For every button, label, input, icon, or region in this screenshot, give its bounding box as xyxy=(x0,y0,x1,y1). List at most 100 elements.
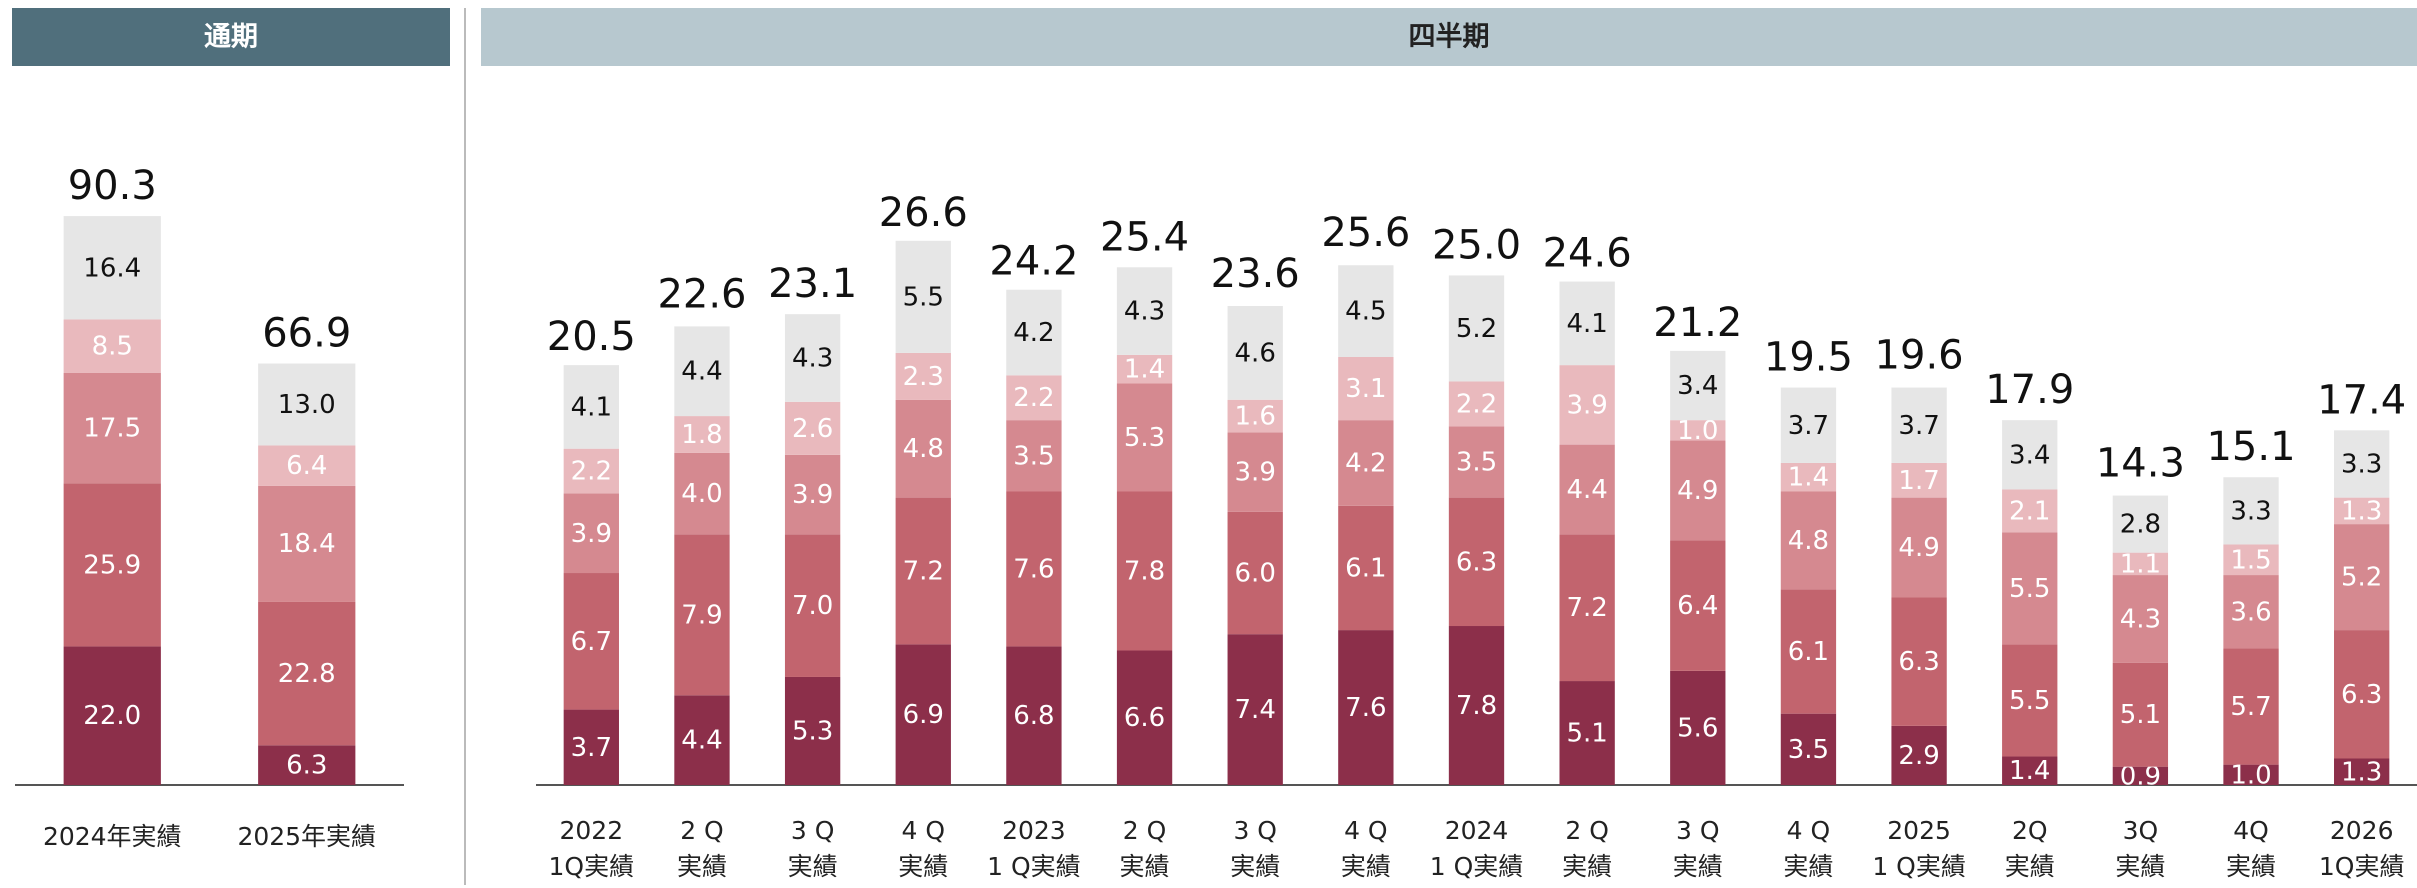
bar-segment xyxy=(2223,764,2279,785)
bar-segment xyxy=(1448,426,1505,498)
bar-segment xyxy=(2223,477,2279,545)
segment-label: 4.3 xyxy=(1124,297,1165,327)
segment-label: 3.5 xyxy=(1788,735,1829,765)
bar-segment xyxy=(1338,505,1394,631)
bar-segment xyxy=(258,601,356,746)
segment-label: 2.9 xyxy=(1898,741,1939,771)
bar-segment xyxy=(63,319,161,373)
bar-segment xyxy=(2002,420,2058,490)
x-tick-label: 4 Q xyxy=(1344,816,1388,845)
bar-segment xyxy=(674,452,730,535)
segment-label: 1.5 xyxy=(2230,545,2271,575)
segment-label: 2.2 xyxy=(1456,389,1497,419)
x-tick-label: 2025年実績 xyxy=(237,822,376,851)
bar-segment xyxy=(1891,725,1947,785)
segment-label: 3.9 xyxy=(792,480,833,510)
bar-segment xyxy=(784,454,841,535)
total-label: 15.1 xyxy=(2206,424,2295,470)
bar-segment xyxy=(784,314,841,402)
bar-segment xyxy=(1670,540,1726,671)
bar-segment xyxy=(258,485,356,602)
segment-label: 6.1 xyxy=(1788,637,1829,667)
segment-label: 4.4 xyxy=(681,726,722,756)
bar-segment xyxy=(258,445,356,486)
segment-label: 5.5 xyxy=(903,282,944,312)
bar-segment xyxy=(1116,383,1173,492)
bar-segment xyxy=(63,372,161,484)
x-tick-label: 実績 xyxy=(2005,852,2055,881)
x-tick-label: 実績 xyxy=(2115,852,2165,881)
header-title: 四半期 xyxy=(1409,22,1490,53)
bar-segment xyxy=(1780,462,1837,492)
x-tick-label: 1 Q実績 xyxy=(1430,852,1524,881)
x-tick-label: 実績 xyxy=(1120,852,1170,881)
segment-label: 7.2 xyxy=(903,556,944,586)
segment-label: 2.3 xyxy=(903,362,944,392)
bar-segment xyxy=(1891,462,1947,498)
bar-segment xyxy=(784,534,841,677)
bar-segment xyxy=(2334,497,2390,525)
segment-label: 2.1 xyxy=(2009,496,2050,526)
segment-label: 7.8 xyxy=(1456,691,1497,721)
segment-label: 2.8 xyxy=(2120,510,2161,540)
bar-segment xyxy=(1559,444,1615,535)
x-tick-label: 実績 xyxy=(677,852,727,881)
bar-segment xyxy=(784,401,841,455)
bar-segment xyxy=(674,695,730,785)
total-label: 26.6 xyxy=(879,190,968,236)
segment-label: 3.6 xyxy=(2230,597,2271,627)
bar-segment xyxy=(1006,420,1062,492)
bar-segment xyxy=(895,352,951,400)
x-tick-label: 1 Q実績 xyxy=(1872,852,1966,881)
segment-label: 6.8 xyxy=(1013,701,1054,731)
x-tick-label: 3Q xyxy=(2123,816,2159,845)
segment-label: 5.3 xyxy=(1124,423,1165,453)
bar-segment xyxy=(1559,281,1615,366)
x-tick-label: 2 Q xyxy=(1565,816,1609,845)
bar-segment xyxy=(1116,650,1173,785)
bar-segment xyxy=(2223,648,2279,765)
bar-segment xyxy=(1780,589,1837,714)
segment-label: 1.0 xyxy=(1677,416,1718,446)
x-tick-label: 2022 xyxy=(560,816,624,845)
x-tick-label: 1 Q実績 xyxy=(987,852,1081,881)
bar-segment xyxy=(63,483,161,647)
segment-label: 1.4 xyxy=(1788,463,1829,493)
segment-label: 3.3 xyxy=(2230,496,2271,526)
bar-segment xyxy=(674,416,730,453)
bar-segment xyxy=(1338,265,1394,357)
bar-segment xyxy=(1891,387,1947,463)
segment-label: 3.9 xyxy=(1566,390,1607,420)
segment-label: 4.1 xyxy=(1566,309,1607,339)
segment-label: 3.9 xyxy=(571,519,612,549)
segment-label: 1.7 xyxy=(1898,466,1939,496)
segment-label: 5.2 xyxy=(2341,563,2382,593)
bar-segment xyxy=(563,365,619,449)
bar-segment xyxy=(1006,646,1062,785)
bar-segment xyxy=(2002,756,2058,785)
segment-label: 5.1 xyxy=(1566,719,1607,749)
segment-label: 4.4 xyxy=(681,357,722,387)
x-tick-label: 実績 xyxy=(1230,852,1280,881)
segment-label: 4.2 xyxy=(1013,318,1054,348)
total-label: 66.9 xyxy=(262,311,351,357)
x-tick-label: 3 Q xyxy=(1233,816,1277,845)
total-label: 17.4 xyxy=(2317,377,2406,423)
x-tick-label: 実績 xyxy=(2226,852,2276,881)
segment-label: 4.8 xyxy=(903,434,944,464)
x-tick-label: 1Q実績 xyxy=(2319,852,2405,881)
segment-label: 4.2 xyxy=(1345,448,1386,478)
segment-label: 6.3 xyxy=(2341,680,2382,710)
segment-label: 4.6 xyxy=(1235,338,1276,368)
bar-segment xyxy=(2112,552,2169,576)
x-tick-label: 3 Q xyxy=(1676,816,1720,845)
x-tick-label: 4Q xyxy=(2233,816,2269,845)
bar-segment xyxy=(2112,766,2169,785)
segment-label: 1.6 xyxy=(1235,402,1276,432)
header-bar xyxy=(481,8,2417,66)
total-label: 19.6 xyxy=(1875,333,1964,379)
segment-label: 18.4 xyxy=(278,529,336,559)
segment-label: 3.5 xyxy=(1013,441,1054,471)
segment-label: 1.0 xyxy=(2230,760,2271,790)
